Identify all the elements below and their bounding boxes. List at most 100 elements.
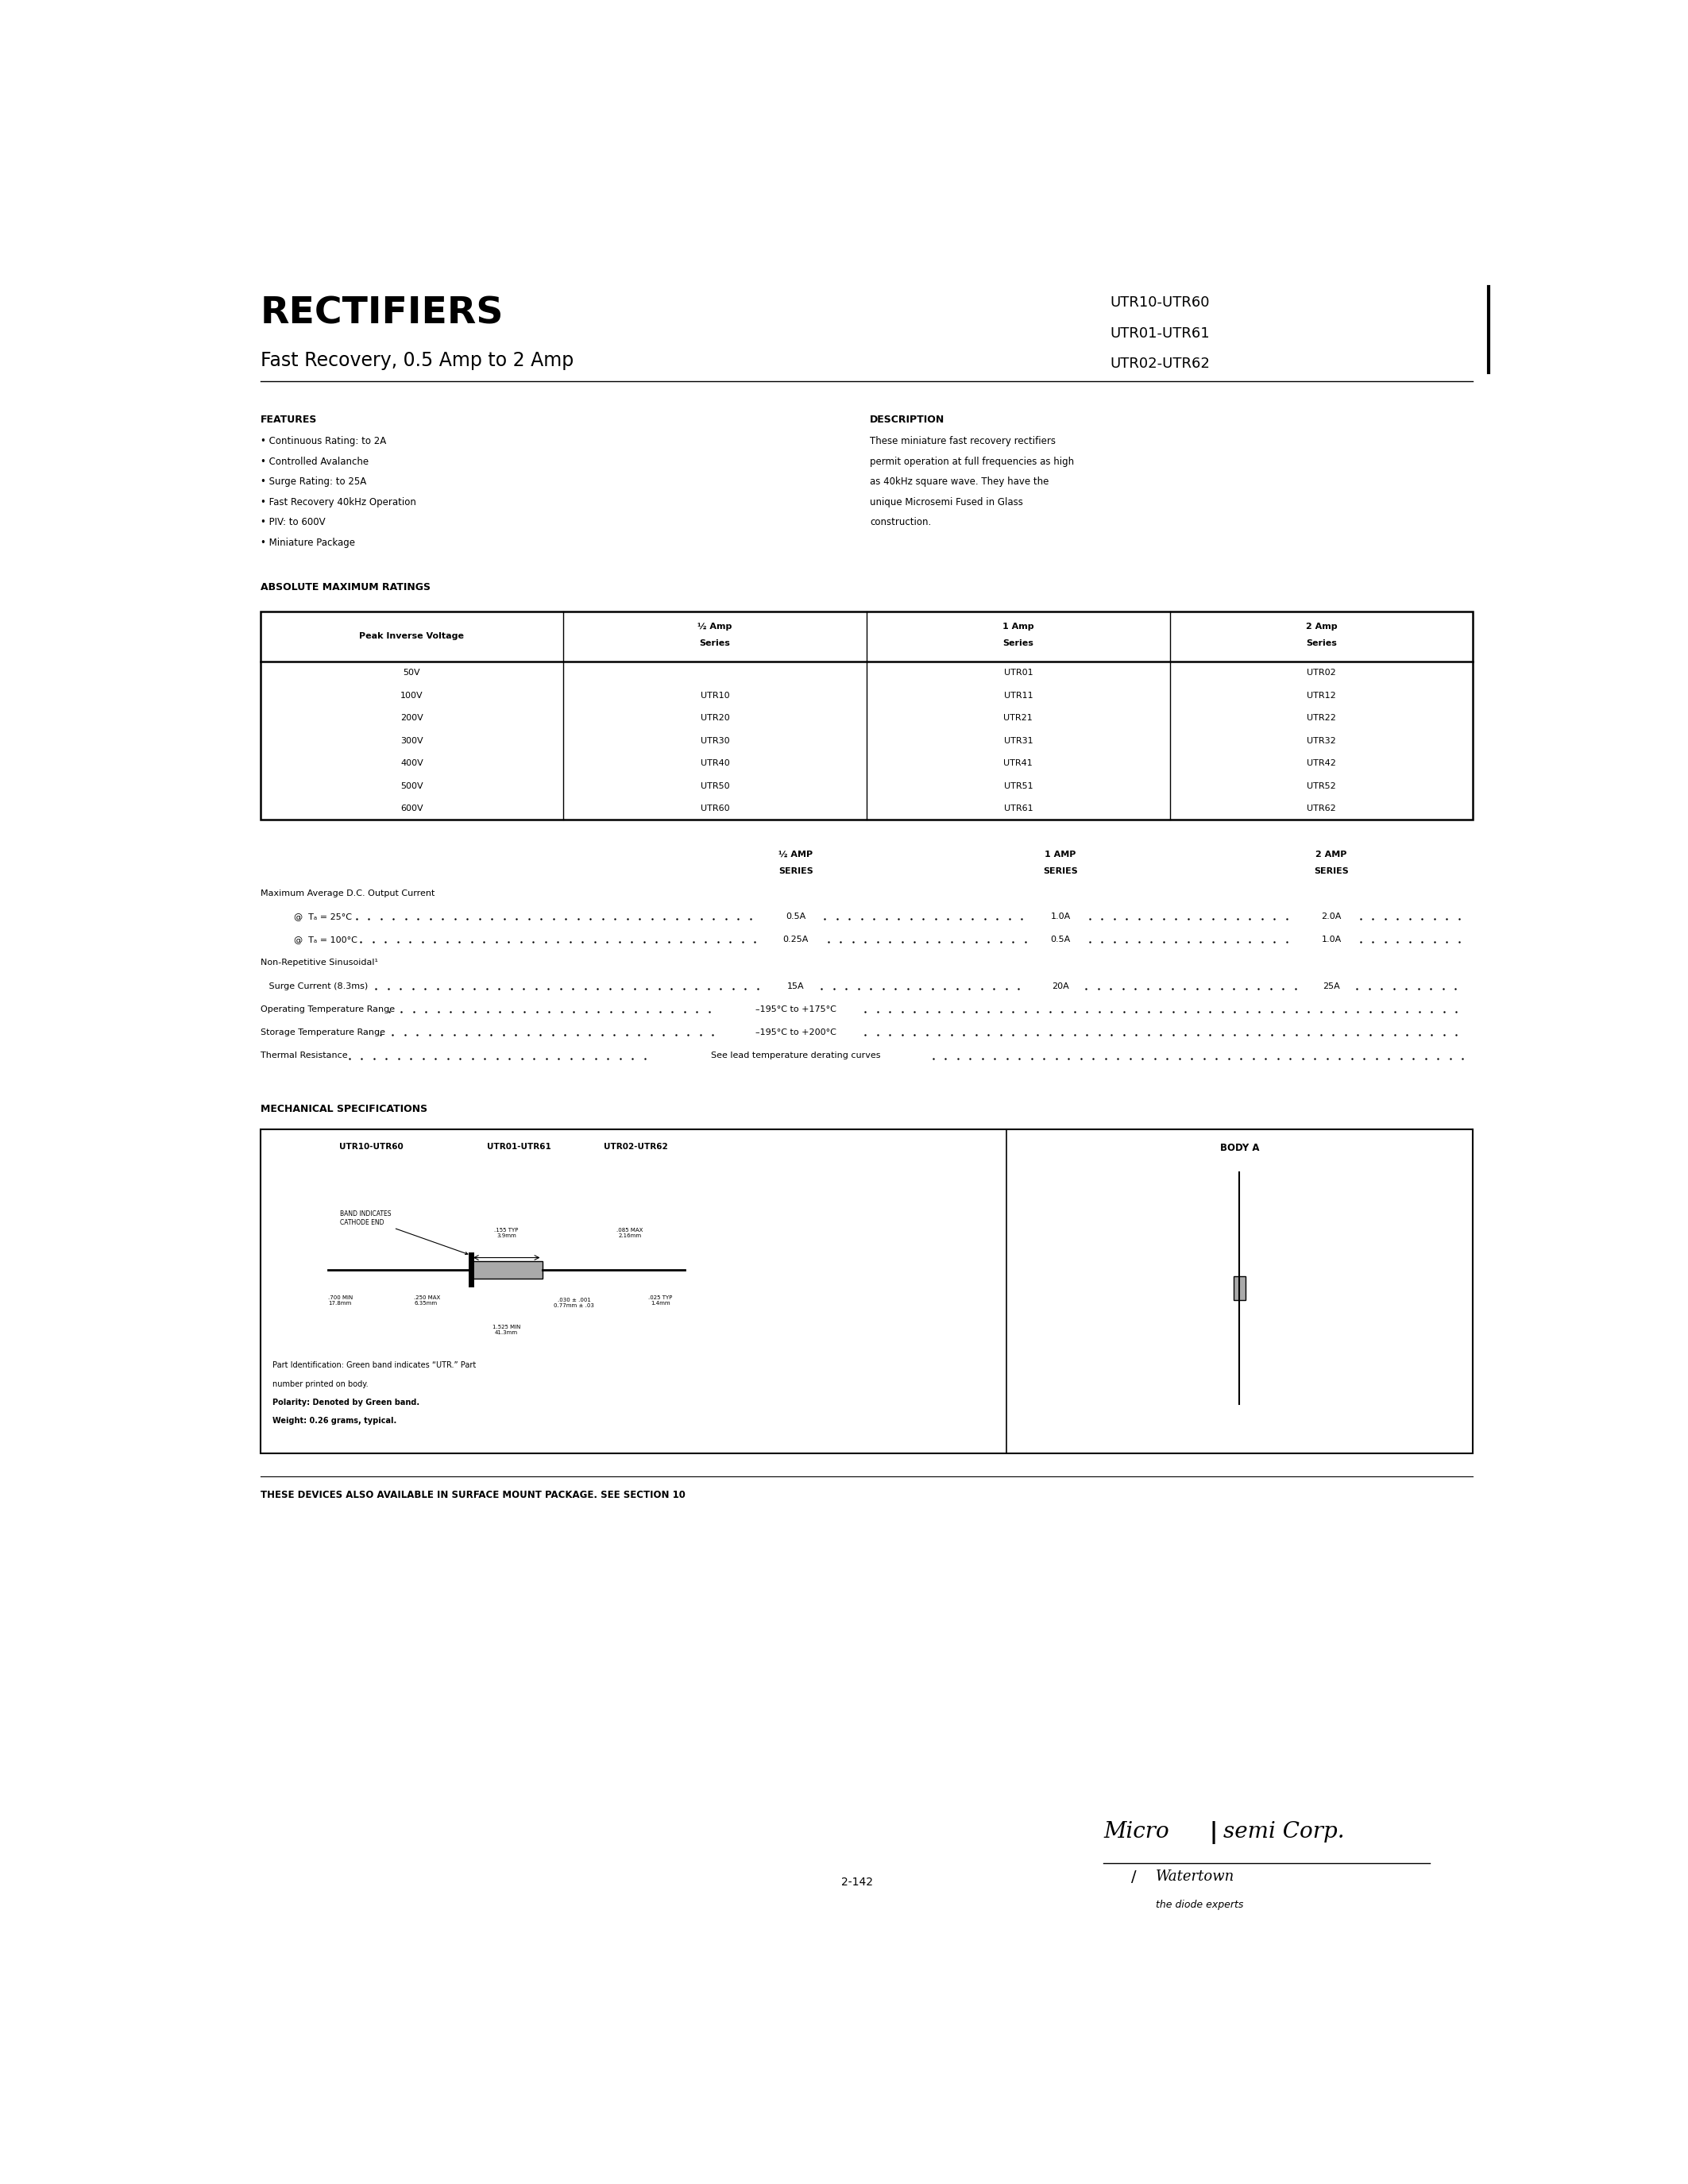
Text: UTR60: UTR60 xyxy=(701,804,729,812)
Text: 2 AMP: 2 AMP xyxy=(1317,850,1347,858)
Text: 100V: 100V xyxy=(400,692,424,699)
Text: RECTIFIERS: RECTIFIERS xyxy=(260,295,503,332)
Text: SERIES: SERIES xyxy=(778,867,814,876)
Text: UTR11: UTR11 xyxy=(1004,692,1033,699)
Text: FEATURES: FEATURES xyxy=(260,415,317,426)
Text: 300V: 300V xyxy=(400,736,424,745)
Text: Thermal Resistance: Thermal Resistance xyxy=(260,1053,348,1059)
Text: UTR42: UTR42 xyxy=(1307,760,1337,767)
Text: SERIES: SERIES xyxy=(1313,867,1349,876)
Text: 500V: 500V xyxy=(400,782,424,791)
Text: UTR01: UTR01 xyxy=(1004,668,1033,677)
Text: Polarity: Denoted by Green band.: Polarity: Denoted by Green band. xyxy=(272,1398,420,1406)
Text: • PIV: to 600V: • PIV: to 600V xyxy=(260,518,326,526)
Text: .085 MAX
2.16mm: .085 MAX 2.16mm xyxy=(616,1227,643,1238)
Text: 1 Amp: 1 Amp xyxy=(1003,622,1035,631)
Text: • Surge Rating: to 25A: • Surge Rating: to 25A xyxy=(260,476,366,487)
Text: THESE DEVICES ALSO AVAILABLE IN SURFACE MOUNT PACKAGE. SEE SECTION 10: THESE DEVICES ALSO AVAILABLE IN SURFACE … xyxy=(260,1489,685,1500)
Text: UTR10: UTR10 xyxy=(701,692,729,699)
Text: number printed on body.: number printed on body. xyxy=(272,1380,368,1387)
Text: BAND INDICATES
CATHODE END: BAND INDICATES CATHODE END xyxy=(341,1210,468,1254)
Bar xyxy=(260,1129,1474,1452)
Text: • Controlled Avalanche: • Controlled Avalanche xyxy=(260,456,368,467)
Text: Part Identification: Green band indicates “UTR.” Part: Part Identification: Green band indicate… xyxy=(272,1361,476,1369)
Text: unique Microsemi Fused in Glass: unique Microsemi Fused in Glass xyxy=(869,498,1023,507)
Text: UTR02-UTR62: UTR02-UTR62 xyxy=(1109,356,1210,371)
Text: Series: Series xyxy=(1003,640,1033,646)
Text: UTR32: UTR32 xyxy=(1307,736,1335,745)
Text: –195°C to +200°C: –195°C to +200°C xyxy=(756,1029,836,1037)
Text: UTR02: UTR02 xyxy=(1307,668,1335,677)
Text: UTR30: UTR30 xyxy=(701,736,729,745)
Text: UTR31: UTR31 xyxy=(1004,736,1033,745)
Text: 2 Amp: 2 Amp xyxy=(1307,622,1337,631)
Text: Surge Current (8.3ms): Surge Current (8.3ms) xyxy=(260,983,368,989)
Bar xyxy=(1234,1275,1246,1299)
Text: 1.0A: 1.0A xyxy=(1322,935,1342,943)
Text: 20A: 20A xyxy=(1052,983,1069,989)
Text: UTR41: UTR41 xyxy=(1004,760,1033,767)
Text: @  Tₐ = 25°C: @ Tₐ = 25°C xyxy=(294,913,353,919)
Text: 600V: 600V xyxy=(400,804,424,812)
Text: .250 MAX
6.35mm: .250 MAX 6.35mm xyxy=(414,1295,441,1306)
Text: 1 AMP: 1 AMP xyxy=(1045,850,1077,858)
Text: See lead temperature derating curves: See lead temperature derating curves xyxy=(711,1053,881,1059)
Text: as 40kHz square wave. They have the: as 40kHz square wave. They have the xyxy=(869,476,1048,487)
Text: UTR01-UTR61: UTR01-UTR61 xyxy=(486,1142,550,1151)
Text: ABSOLUTE MAXIMUM RATINGS: ABSOLUTE MAXIMUM RATINGS xyxy=(260,581,430,592)
Text: Non-Repetitive Sinusoidal¹: Non-Repetitive Sinusoidal¹ xyxy=(260,959,378,968)
Text: 1.0A: 1.0A xyxy=(1050,913,1070,919)
Text: semi Corp.: semi Corp. xyxy=(1224,1821,1345,1843)
Text: .155 TYP
3.9mm: .155 TYP 3.9mm xyxy=(495,1227,518,1238)
Text: @  Tₐ = 100°C: @ Tₐ = 100°C xyxy=(294,935,358,943)
Text: BODY A: BODY A xyxy=(1220,1142,1259,1153)
Text: Weight: 0.26 grams, typical.: Weight: 0.26 grams, typical. xyxy=(272,1417,397,1424)
Text: UTR01-UTR61: UTR01-UTR61 xyxy=(1109,325,1210,341)
Text: 15A: 15A xyxy=(787,983,805,989)
Text: 0.5A: 0.5A xyxy=(1050,935,1070,943)
Text: permit operation at full frequencies as high: permit operation at full frequencies as … xyxy=(869,456,1074,467)
Text: ½ Amp: ½ Amp xyxy=(697,622,733,631)
Text: .700 MIN
17.8mm: .700 MIN 17.8mm xyxy=(327,1295,353,1306)
Text: 400V: 400V xyxy=(400,760,424,767)
Text: /: / xyxy=(1131,1870,1136,1885)
Text: UTR61: UTR61 xyxy=(1004,804,1033,812)
Text: ½ AMP: ½ AMP xyxy=(778,850,814,858)
Text: SERIES: SERIES xyxy=(1043,867,1079,876)
Text: These miniature fast recovery rectifiers: These miniature fast recovery rectifiers xyxy=(869,437,1055,448)
Text: 25A: 25A xyxy=(1323,983,1340,989)
Text: MECHANICAL SPECIFICATIONS: MECHANICAL SPECIFICATIONS xyxy=(260,1103,427,1114)
Text: UTR12: UTR12 xyxy=(1307,692,1335,699)
Text: 0.25A: 0.25A xyxy=(783,935,809,943)
Text: UTR51: UTR51 xyxy=(1004,782,1033,791)
Text: .030 ± .001
0.77mm ± .03: .030 ± .001 0.77mm ± .03 xyxy=(554,1297,594,1308)
Text: Peak Inverse Voltage: Peak Inverse Voltage xyxy=(360,633,464,640)
Text: 2-142: 2-142 xyxy=(842,1876,873,1887)
Text: the diode experts: the diode experts xyxy=(1156,1900,1244,1911)
Text: Storage Temperature Range: Storage Temperature Range xyxy=(260,1029,385,1037)
Text: UTR62: UTR62 xyxy=(1307,804,1335,812)
Text: 200V: 200V xyxy=(400,714,424,723)
Text: UTR02-UTR62: UTR02-UTR62 xyxy=(604,1142,668,1151)
Text: DESCRIPTION: DESCRIPTION xyxy=(869,415,945,426)
Text: Micro: Micro xyxy=(1104,1821,1170,1843)
Text: • Miniature Package: • Miniature Package xyxy=(260,537,354,548)
Text: Fast Recovery, 0.5 Amp to 2 Amp: Fast Recovery, 0.5 Amp to 2 Amp xyxy=(260,352,574,369)
Text: Operating Temperature Range: Operating Temperature Range xyxy=(260,1005,395,1013)
Text: 1.525 MIN
41.3mm: 1.525 MIN 41.3mm xyxy=(493,1326,520,1334)
Text: 2.0A: 2.0A xyxy=(1322,913,1342,919)
Text: UTR52: UTR52 xyxy=(1307,782,1335,791)
Text: –195°C to +175°C: –195°C to +175°C xyxy=(756,1005,836,1013)
Text: Watertown: Watertown xyxy=(1156,1870,1236,1883)
Text: .025 TYP
1.4mm: .025 TYP 1.4mm xyxy=(648,1295,672,1306)
Text: UTR10-UTR60: UTR10-UTR60 xyxy=(1109,295,1210,310)
Text: • Continuous Rating: to 2A: • Continuous Rating: to 2A xyxy=(260,437,387,448)
Text: UTR40: UTR40 xyxy=(701,760,729,767)
Text: UTR50: UTR50 xyxy=(701,782,729,791)
Text: UTR21: UTR21 xyxy=(1004,714,1033,723)
Bar xyxy=(260,612,1474,819)
Text: UTR10-UTR60: UTR10-UTR60 xyxy=(339,1142,403,1151)
Text: Series: Series xyxy=(699,640,731,646)
Bar xyxy=(471,1262,542,1278)
Text: UTR20: UTR20 xyxy=(701,714,729,723)
